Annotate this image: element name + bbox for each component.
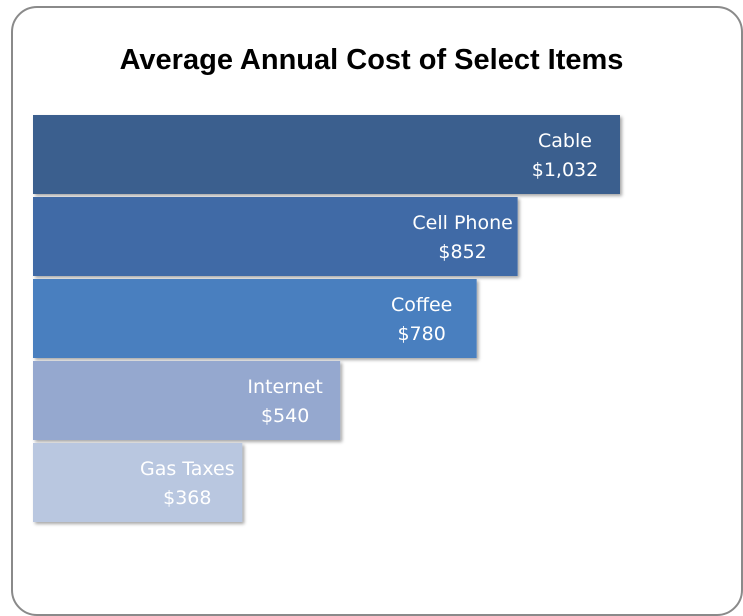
category-label: Cable: [538, 130, 592, 152]
category-label: Coffee: [391, 294, 452, 316]
category-label: Cell Phone: [412, 212, 512, 234]
value-label: $540: [261, 405, 309, 427]
bar-coffee: [33, 279, 477, 358]
category-label: Internet: [247, 376, 322, 398]
bar-internet: [33, 361, 341, 440]
chart-title: Average Annual Cost of Select Items: [119, 44, 624, 76]
bars-group: Cable $1,032 Cell Phone $852 Coffee $780 Inter…: [33, 115, 620, 522]
bar-cell-phone: [33, 197, 518, 276]
category-label: Gas Taxes: [140, 458, 235, 480]
value-label: $852: [438, 241, 486, 263]
value-label: $368: [163, 487, 211, 509]
bar-gas-taxes: [33, 443, 243, 522]
bar-cable: [33, 115, 620, 194]
value-label: $780: [397, 323, 445, 345]
value-label: $1,032: [532, 159, 598, 181]
